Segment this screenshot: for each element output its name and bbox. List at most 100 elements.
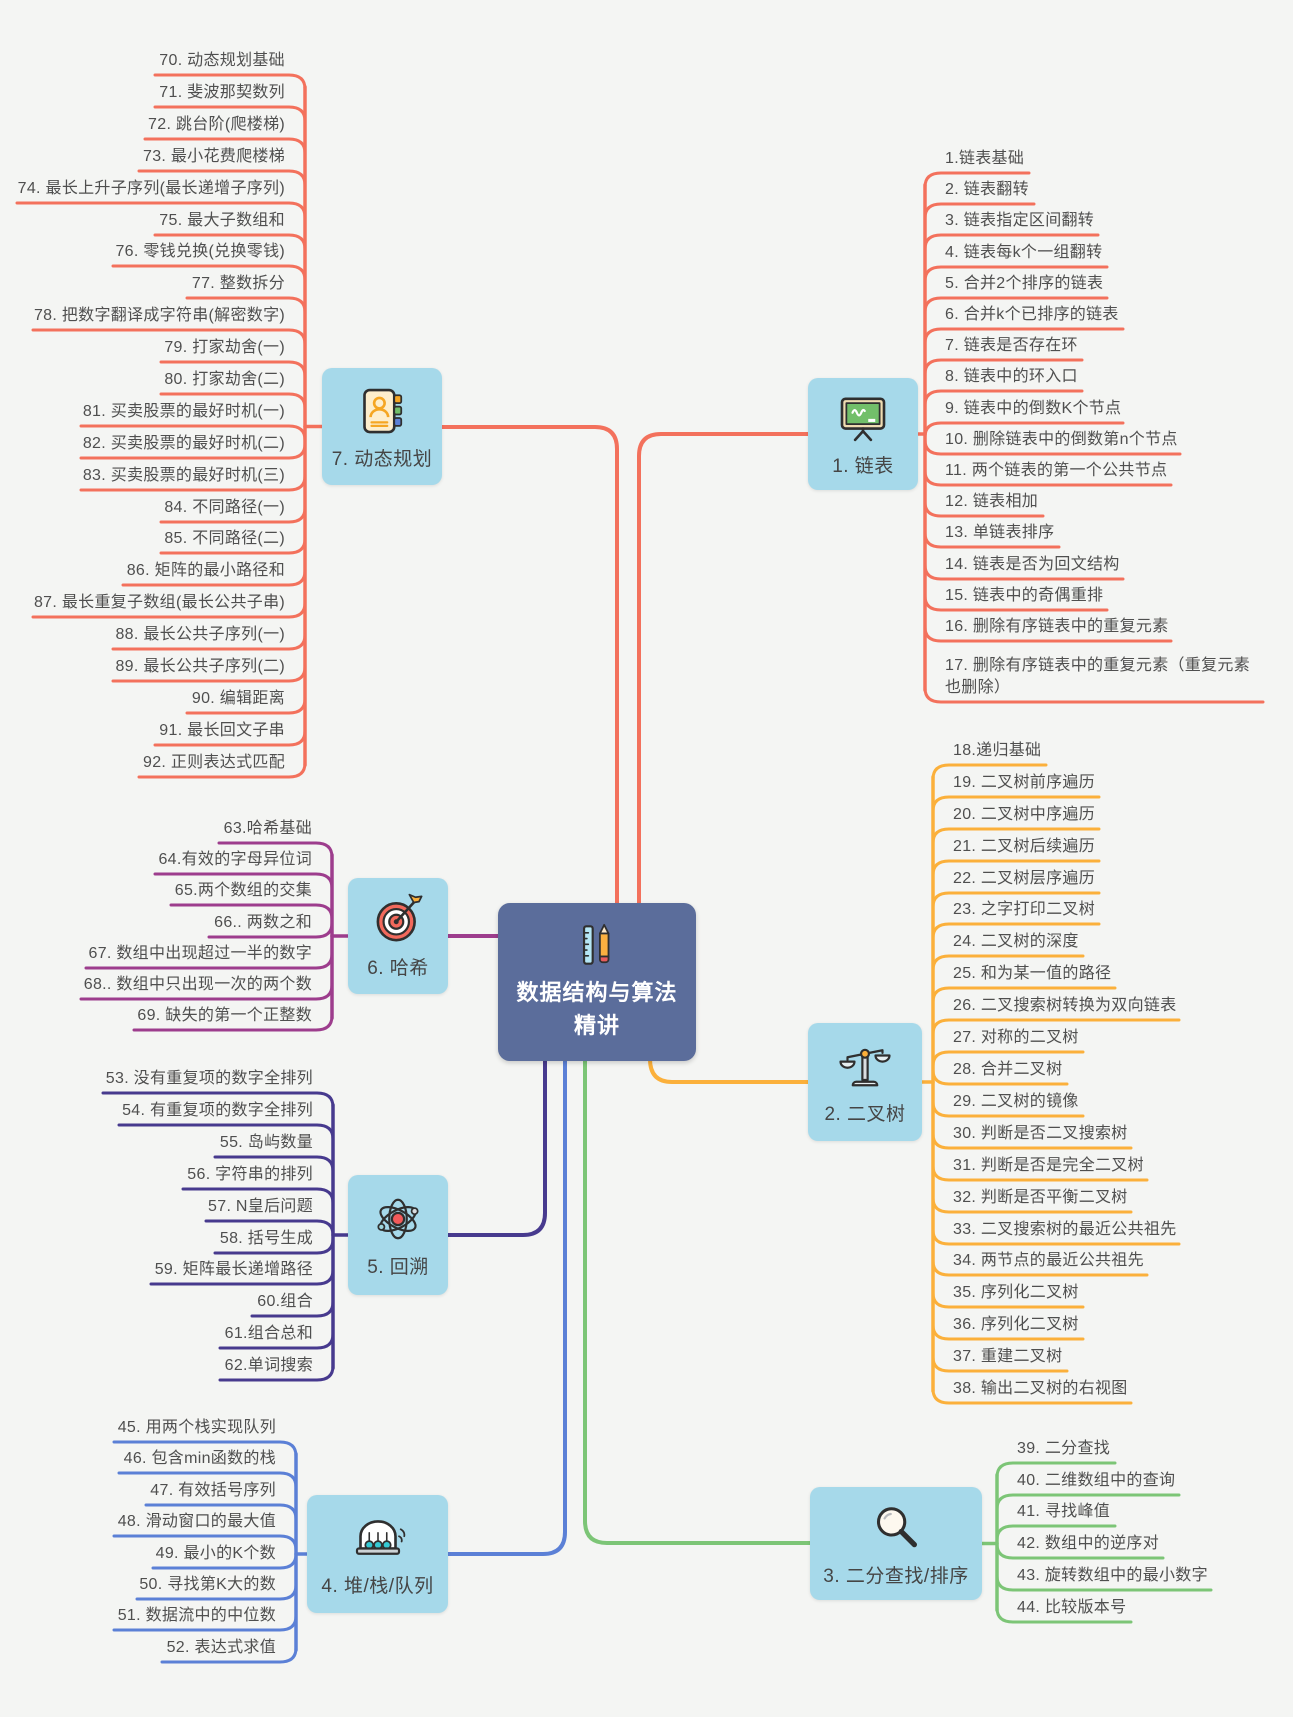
topic-item[interactable]: 55. 岛屿数量 xyxy=(219,1134,313,1151)
topic-item[interactable]: 26. 二叉搜索树转换为双向链表 xyxy=(953,997,1177,1014)
topic-item[interactable]: 70. 动态规划基础 xyxy=(159,52,285,69)
topic-item[interactable]: 21. 二叉树后续遍历 xyxy=(953,838,1095,855)
topic-item[interactable]: 90. 编辑距离 xyxy=(191,690,285,707)
topic-item[interactable]: 83. 买卖股票的最好时机(三) xyxy=(82,467,285,484)
branch-node-heap-stack-queue[interactable]: 4. 堆/栈/队列 xyxy=(307,1495,448,1613)
topic-item[interactable]: 79. 打家劫舍(一) xyxy=(164,339,285,356)
topic-item[interactable]: 72. 跳台阶(爬楼梯) xyxy=(148,116,285,133)
topic-item[interactable]: 80. 打家劫舍(二) xyxy=(164,371,285,388)
topic-item[interactable]: 54. 有重复项的数字全排列 xyxy=(122,1102,313,1119)
topic-item[interactable]: 3. 链表指定区间翻转 xyxy=(945,212,1095,229)
topic-item[interactable]: 4. 链表每k个一组翻转 xyxy=(945,244,1103,261)
branch-node-binary-search-sort[interactable]: 3. 二分查找/排序 xyxy=(810,1487,982,1600)
topic-item[interactable]: 71. 斐波那契数列 xyxy=(159,84,285,101)
topic-item[interactable]: 69. 缺失的第一个正整数 xyxy=(137,1007,312,1024)
topic-item[interactable]: 41. 寻找峰值 xyxy=(1017,1503,1111,1520)
topic-item[interactable]: 10. 删除链表中的倒数第n个节点 xyxy=(945,431,1178,448)
topic-item[interactable]: 63.哈希基础 xyxy=(223,820,312,837)
central-topic[interactable]: 数据结构与算法精讲 xyxy=(498,903,696,1061)
topic-item[interactable]: 34. 两节点的最近公共祖先 xyxy=(953,1252,1144,1269)
topic-item[interactable]: 89. 最长公共子序列(二) xyxy=(115,658,285,675)
branch-node-binary-tree[interactable]: 2. 二叉树 xyxy=(808,1023,922,1141)
topic-item[interactable]: 14. 链表是否为回文结构 xyxy=(945,556,1120,573)
topic-item[interactable]: 66.. 两数之和 xyxy=(214,914,312,931)
topic-item[interactable]: 44. 比较版本号 xyxy=(1017,1599,1127,1616)
topic-item[interactable]: 68.. 数组中只出现一次的两个数 xyxy=(83,976,312,993)
topic-item[interactable]: 28. 合并二叉树 xyxy=(953,1061,1063,1078)
topic-item[interactable]: 49. 最小的K个数 xyxy=(155,1545,276,1562)
topic-item[interactable]: 22. 二叉树层序遍历 xyxy=(953,870,1095,887)
topic-item[interactable]: 42. 数组中的逆序对 xyxy=(1017,1535,1159,1552)
topic-item[interactable]: 39. 二分查找 xyxy=(1017,1440,1111,1457)
topic-item[interactable]: 84. 不同路径(一) xyxy=(164,499,285,516)
topic-item[interactable]: 19. 二叉树前序遍历 xyxy=(953,774,1095,791)
branch-node-dynamic-programming[interactable]: 7. 动态规划 xyxy=(322,368,442,485)
topic-item[interactable]: 24. 二叉树的深度 xyxy=(953,933,1079,950)
topic-item[interactable]: 35. 序列化二叉树 xyxy=(953,1284,1079,1301)
topic-item[interactable]: 27. 对称的二叉树 xyxy=(953,1029,1079,1046)
topic-item[interactable]: 62.单词搜索 xyxy=(224,1357,313,1374)
topic-item[interactable]: 50. 寻找第K大的数 xyxy=(139,1576,276,1593)
topic-item[interactable]: 78. 把数字翻译成字符串(解密数字) xyxy=(33,307,285,324)
topic-item[interactable]: 59. 矩阵最长递增路径 xyxy=(154,1261,313,1278)
topic-item[interactable]: 40. 二维数组中的查询 xyxy=(1017,1472,1176,1489)
topic-item[interactable]: 77. 整数拆分 xyxy=(191,275,285,292)
topic-item[interactable]: 16. 删除有序链表中的重复元素 xyxy=(945,618,1169,635)
topic-item[interactable]: 45. 用两个栈实现队列 xyxy=(117,1419,276,1436)
topic-item[interactable]: 57. N皇后问题 xyxy=(208,1198,313,1215)
topic-item[interactable]: 61.组合总和 xyxy=(224,1325,313,1342)
topic-item[interactable]: 47. 有效括号序列 xyxy=(150,1482,276,1499)
topic-item[interactable]: 53. 没有重复项的数字全排列 xyxy=(105,1070,313,1087)
topic-item[interactable]: 86. 矩阵的最小路径和 xyxy=(126,562,285,579)
topic-item[interactable]: 36. 序列化二叉树 xyxy=(953,1316,1079,1333)
topic-item[interactable]: 91. 最长回文子串 xyxy=(159,722,285,739)
topic-item[interactable]: 5. 合并2个排序的链表 xyxy=(945,275,1104,292)
topic-item[interactable]: 9. 链表中的倒数K个节点 xyxy=(945,400,1122,417)
topic-item[interactable]: 38. 输出二叉树的右视图 xyxy=(953,1380,1128,1397)
topic-item[interactable]: 31. 判断是否是完全二叉树 xyxy=(953,1157,1144,1174)
topic-item[interactable]: 87. 最长重复子数组(最长公共子串) xyxy=(33,594,285,611)
topic-item[interactable]: 81. 买卖股票的最好时机(一) xyxy=(82,403,285,420)
topic-item[interactable]: 85. 不同路径(二) xyxy=(164,530,285,547)
branch-node-linked-list[interactable]: 1. 链表 xyxy=(808,378,918,490)
topic-item[interactable]: 65.两个数组的交集 xyxy=(174,882,312,899)
topic-item[interactable]: 32. 判断是否平衡二叉树 xyxy=(953,1189,1128,1206)
topic-item[interactable]: 7. 链表是否存在环 xyxy=(945,337,1078,354)
branch-node-backtracking[interactable]: 5. 回溯 xyxy=(348,1175,448,1295)
topic-item[interactable]: 11. 两个链表的第一个公共节点 xyxy=(945,462,1168,479)
topic-item[interactable]: 58. 括号生成 xyxy=(219,1230,313,1247)
topic-item[interactable]: 25. 和为某一值的路径 xyxy=(953,965,1112,982)
topic-item[interactable]: 75. 最大子数组和 xyxy=(159,212,285,229)
topic-item[interactable]: 33. 二叉搜索树的最近公共祖先 xyxy=(953,1221,1177,1238)
topic-item[interactable]: 30. 判断是否二叉搜索树 xyxy=(953,1125,1128,1142)
topic-item[interactable]: 13. 单链表排序 xyxy=(945,524,1055,541)
topic-item[interactable]: 18.递归基础 xyxy=(953,742,1042,759)
topic-item[interactable]: 88. 最长公共子序列(一) xyxy=(115,626,285,643)
topic-item[interactable]: 74. 最长上升子序列(最长递增子序列) xyxy=(17,180,285,197)
topic-item[interactable]: 29. 二叉树的镜像 xyxy=(953,1093,1079,1110)
topic-item[interactable]: 52. 表达式求值 xyxy=(166,1639,276,1656)
topic-item[interactable]: 2. 链表翻转 xyxy=(945,181,1029,198)
topic-item[interactable]: 92. 正则表达式匹配 xyxy=(143,754,285,771)
topic-item[interactable]: 12. 链表相加 xyxy=(945,493,1039,510)
topic-item[interactable]: 73. 最小花费爬楼梯 xyxy=(143,148,285,165)
topic-item[interactable]: 20. 二叉树中序遍历 xyxy=(953,806,1095,823)
branch-node-hash[interactable]: 6. 哈希 xyxy=(348,878,448,994)
topic-item[interactable]: 60.组合 xyxy=(257,1293,313,1310)
topic-item[interactable]: 64.有效的字母异位词 xyxy=(158,851,312,868)
topic-item[interactable]: 1.链表基础 xyxy=(945,150,1025,167)
topic-item[interactable]: 17. 删除有序链表中的重复元素（重复元素也删除） xyxy=(945,657,1250,696)
topic-item[interactable]: 15. 链表中的奇偶重排 xyxy=(945,587,1104,604)
topic-item[interactable]: 8. 链表中的环入口 xyxy=(945,368,1078,385)
topic-item[interactable]: 56. 字符串的排列 xyxy=(187,1166,313,1183)
topic-item[interactable]: 76. 零钱兑换(兑换零钱) xyxy=(115,243,285,260)
topic-item[interactable]: 43. 旋转数组中的最小数字 xyxy=(1017,1567,1208,1584)
topic-item[interactable]: 48. 滑动窗口的最大值 xyxy=(117,1513,276,1530)
topic-item[interactable]: 37. 重建二叉树 xyxy=(953,1348,1063,1365)
topic-item[interactable]: 46. 包含min函数的栈 xyxy=(123,1450,276,1467)
topic-item[interactable]: 51. 数据流中的中位数 xyxy=(117,1607,276,1624)
topic-item[interactable]: 23. 之字打印二叉树 xyxy=(953,901,1095,918)
topic-item[interactable]: 67. 数组中出现超过一半的数字 xyxy=(88,945,312,962)
topic-item[interactable]: 6. 合并k个已排序的链表 xyxy=(945,306,1119,323)
topic-item[interactable]: 82. 买卖股票的最好时机(二) xyxy=(82,435,285,452)
